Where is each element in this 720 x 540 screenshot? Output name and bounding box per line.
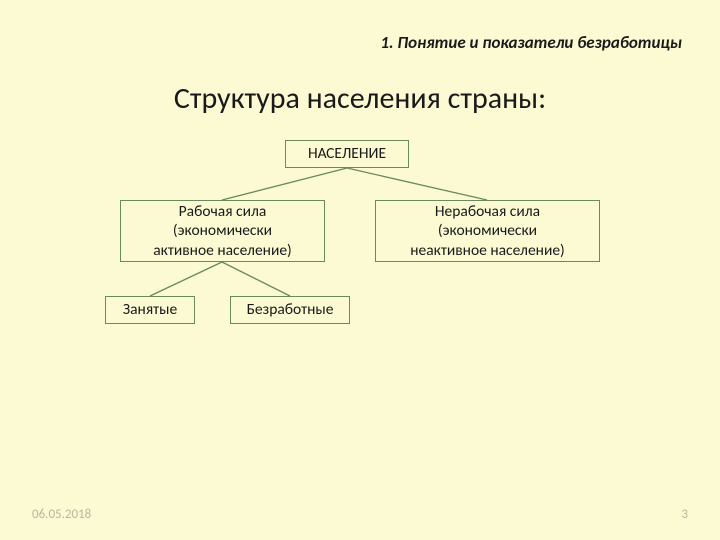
tree-node-employed: Занятые bbox=[105, 296, 195, 324]
tree-node-labor: Рабочая сила(экономическиактивное населе… bbox=[120, 200, 325, 262]
tree-node-root: НАСЕЛЕНИЕ bbox=[285, 140, 409, 168]
footer-page: 3 bbox=[681, 507, 688, 522]
section-header: 1. Понятие и показатели безработицы bbox=[380, 32, 682, 53]
tree-node-unemployed: Безработные bbox=[230, 296, 350, 324]
tree-edge bbox=[150, 262, 222, 296]
page-title: Структура населения страны: bbox=[0, 80, 720, 117]
tree-edge bbox=[347, 168, 487, 200]
tree-edge bbox=[222, 262, 290, 296]
tree-node-nonlabor: Нерабочая сила(экономическинеактивное на… bbox=[375, 200, 600, 262]
tree-edge bbox=[222, 168, 347, 200]
footer-date: 06.05.2018 bbox=[32, 507, 91, 522]
